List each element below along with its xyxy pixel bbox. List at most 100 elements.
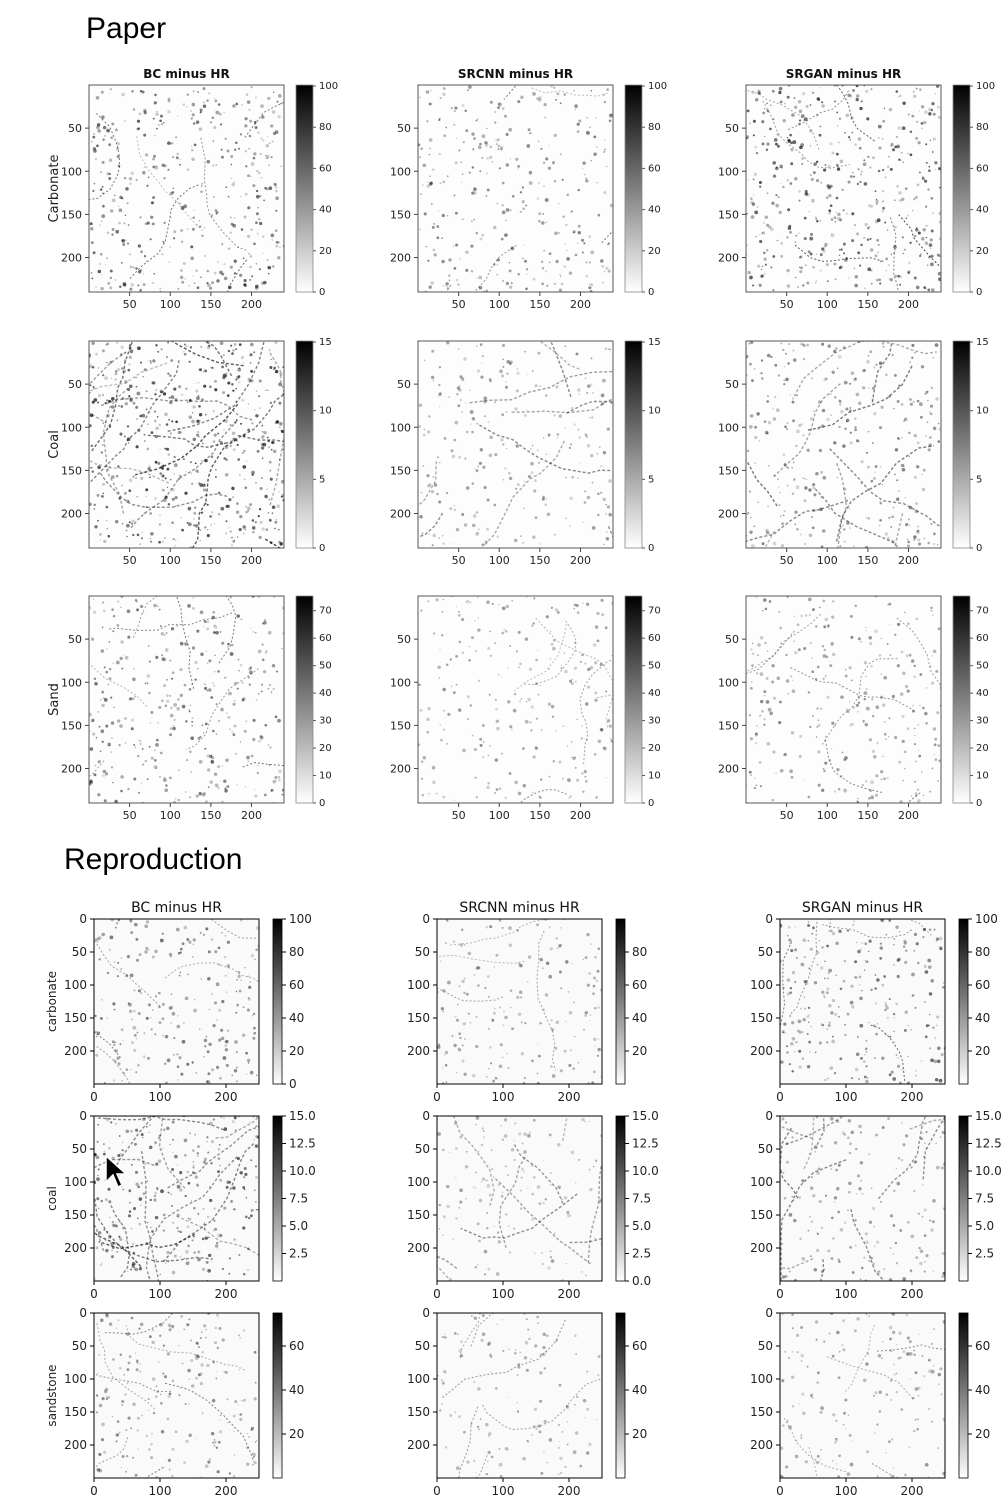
y-tick-label: 200 (750, 1241, 773, 1255)
colorbar-tick-label: 80 (976, 122, 989, 133)
y-tick-label: 100 (64, 1372, 87, 1386)
colorbar-tick-label: 60 (319, 163, 332, 174)
y-tick-label: 50 (397, 633, 411, 646)
row-label: carbonate (45, 971, 59, 1032)
heatmap-panel (436, 1312, 603, 1479)
x-tick-label: 200 (241, 809, 262, 822)
colorbar (272, 1115, 283, 1282)
y-tick-label: 150 (64, 1011, 87, 1025)
colorbar-tick-label: 60 (319, 633, 332, 644)
colorbar (952, 340, 971, 549)
x-tick-label: 0 (776, 1484, 784, 1498)
colorbar (615, 1312, 626, 1479)
colorbar-tick-label: 0 (976, 798, 982, 809)
column-title: SRCNN minus HR (458, 67, 573, 81)
x-tick-label: 50 (452, 809, 466, 822)
column-title: SRGAN minus HR (802, 900, 924, 916)
y-tick-label: 100 (61, 421, 82, 434)
colorbar-tick-label: 15.0 (975, 1109, 1002, 1123)
colorbar-tick-label: 100 (975, 912, 998, 926)
colorbar (295, 340, 314, 549)
colorbar-tick-label: 15.0 (632, 1109, 659, 1123)
y-tick-label: 100 (390, 421, 411, 434)
x-tick-label: 50 (123, 554, 137, 567)
y-tick-label: 150 (407, 1208, 430, 1222)
colorbar-tick-label: 40 (632, 1383, 647, 1397)
colorbar-tick-label: 70 (648, 606, 661, 617)
y-tick-label: 100 (390, 676, 411, 689)
x-tick-label: 150 (857, 809, 878, 822)
y-tick-label: 50 (72, 1339, 87, 1353)
colorbar-tick-label: 0 (648, 798, 654, 809)
x-tick-label: 150 (200, 298, 221, 311)
x-tick-label: 0 (433, 1090, 441, 1104)
colorbar-tick-label: 2.5 (975, 1247, 994, 1261)
y-tick-label: 200 (61, 763, 82, 776)
y-tick-label: 150 (407, 1405, 430, 1419)
heatmap-panel (417, 595, 614, 804)
colorbar-tick-label: 20 (976, 246, 989, 257)
y-tick-label: 150 (61, 719, 82, 732)
colorbar-tick-label: 60 (289, 978, 304, 992)
y-tick-label: 200 (390, 508, 411, 521)
x-tick-label: 50 (123, 298, 137, 311)
colorbar (952, 84, 971, 293)
x-tick-label: 150 (200, 809, 221, 822)
colorbar-tick-label: 0 (976, 543, 982, 554)
colorbar (958, 918, 969, 1085)
colorbar (624, 595, 643, 804)
colorbar-tick-label: 10.0 (975, 1164, 1002, 1178)
x-tick-label: 200 (558, 1484, 581, 1498)
y-tick-label: 0 (79, 1109, 87, 1123)
y-tick-label: 100 (407, 978, 430, 992)
colorbar-tick-label: 5.0 (975, 1219, 994, 1233)
y-tick-label: 100 (64, 1175, 87, 1189)
x-tick-label: 100 (489, 298, 510, 311)
colorbar (272, 918, 283, 1085)
y-tick-label: 200 (407, 1044, 430, 1058)
colorbar-tick-label: 5.0 (289, 1219, 308, 1233)
heatmap-panel (93, 918, 260, 1085)
colorbar (958, 1312, 969, 1479)
colorbar-tick-label: 20 (648, 246, 661, 257)
y-tick-label: 50 (758, 1142, 773, 1156)
colorbar-tick-label: 100 (289, 912, 312, 926)
heatmap-panel (779, 1115, 946, 1282)
y-tick-label: 100 (718, 165, 739, 178)
y-tick-label: 50 (415, 1339, 430, 1353)
colorbar-tick-label: 60 (648, 163, 661, 174)
y-tick-label: 50 (68, 633, 82, 646)
heatmap-panel (779, 1312, 946, 1479)
colorbar-tick-label: 10 (319, 406, 332, 417)
x-tick-label: 200 (898, 298, 919, 311)
colorbar-tick-label: 7.5 (975, 1192, 994, 1206)
colorbar-tick-label: 60 (648, 633, 661, 644)
y-tick-label: 150 (750, 1208, 773, 1222)
x-tick-label: 100 (160, 809, 181, 822)
y-tick-label: 100 (718, 676, 739, 689)
y-tick-label: 100 (750, 978, 773, 992)
heatmap-panel (745, 84, 942, 293)
x-tick-label: 0 (776, 1287, 784, 1301)
y-tick-label: 100 (750, 1175, 773, 1189)
y-tick-label: 150 (61, 208, 82, 221)
colorbar-tick-label: 40 (648, 688, 661, 699)
y-tick-label: 200 (718, 508, 739, 521)
y-tick-label: 150 (390, 464, 411, 477)
colorbar-tick-label: 40 (289, 1011, 304, 1025)
section-heading-reproduction: Reproduction (64, 843, 243, 876)
y-tick-label: 0 (422, 1306, 430, 1320)
y-tick-label: 150 (718, 208, 739, 221)
colorbar (272, 1312, 283, 1479)
heatmap-panel (417, 84, 614, 293)
y-tick-label: 0 (765, 912, 773, 926)
colorbar-tick-label: 40 (976, 205, 989, 216)
x-tick-label: 200 (570, 554, 591, 567)
colorbar-tick-label: 10 (648, 771, 661, 782)
colorbar-tick-label: 80 (289, 945, 304, 959)
y-tick-label: 50 (72, 945, 87, 959)
x-tick-label: 200 (898, 554, 919, 567)
x-tick-label: 150 (529, 554, 550, 567)
colorbar-tick-label: 0 (289, 1077, 297, 1091)
